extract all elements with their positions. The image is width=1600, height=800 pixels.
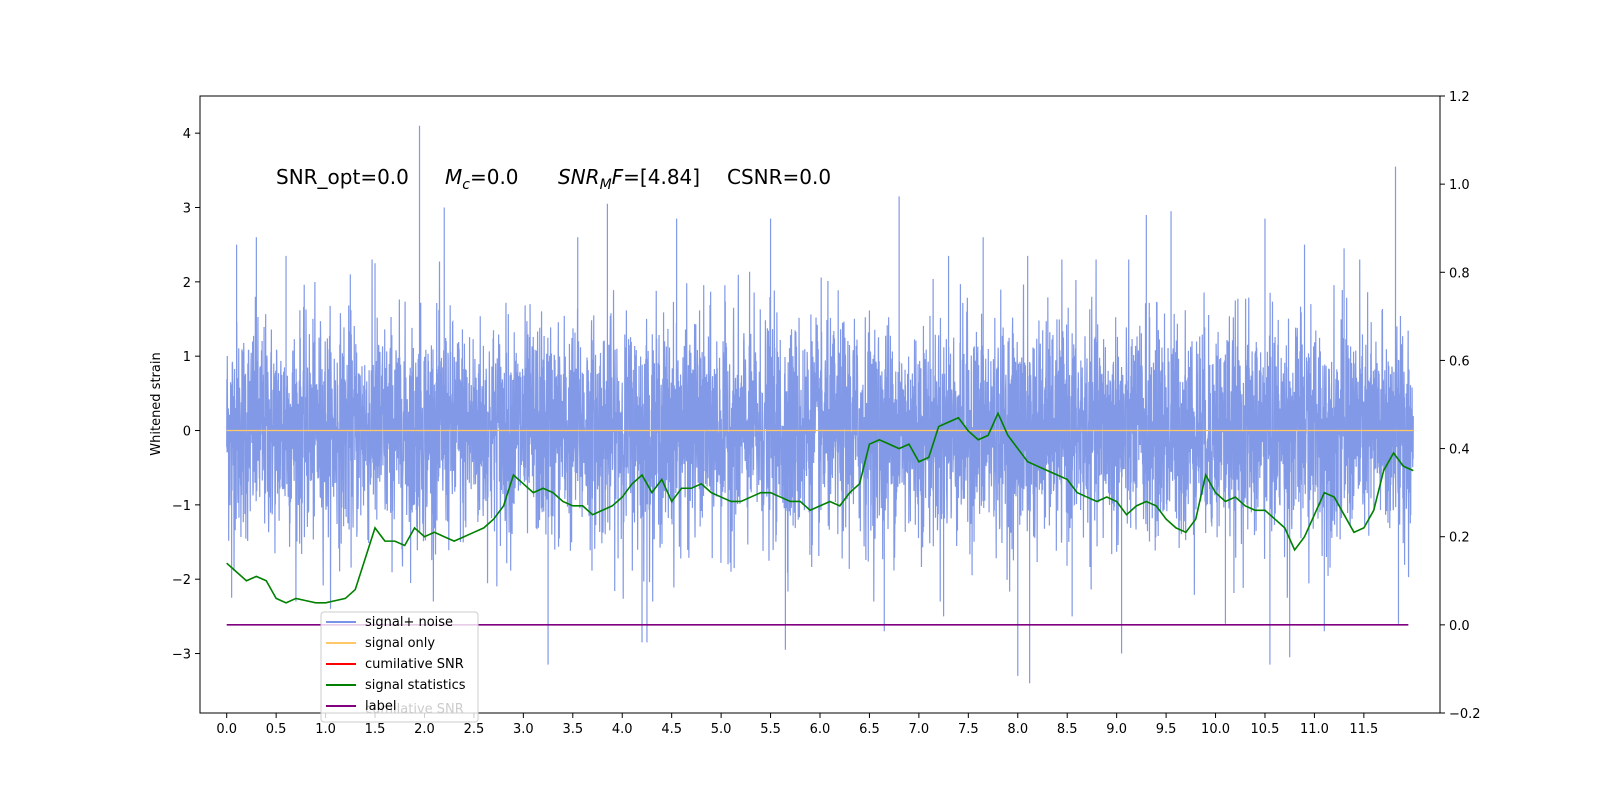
series-layer	[226, 125, 1414, 684]
x-tick-label: 9.5	[1156, 722, 1177, 737]
x-tick-label: 3.0	[513, 722, 534, 737]
legend-label: signal only	[365, 636, 435, 651]
annotation-snr-opt: SNR_opt=0.0	[276, 165, 409, 189]
annotation-snrmf: SNRMF=[4.84]	[558, 165, 700, 193]
y2-tick-label: −0.2	[1449, 707, 1481, 722]
x-tick-label: 8.0	[1007, 722, 1028, 737]
annotation-mc-value: =0.0	[470, 165, 519, 189]
y-tick-label: 2	[183, 276, 191, 291]
x-tick-label: 11.5	[1349, 722, 1378, 737]
annotation-snrmf-symbol: SNR	[558, 165, 600, 189]
series-signal-statistics-line	[226, 411, 1414, 604]
y-tick-label: −3	[172, 648, 191, 663]
x-tick-label: 1.0	[315, 722, 336, 737]
annotation-snrmf-subscript: M	[600, 177, 612, 193]
x-tick-label: 10.5	[1250, 722, 1279, 737]
annotation-row: SNR_opt=0.0 Mc=0.0 SNRMF=[4.84] CSNR=0.0	[276, 165, 831, 193]
x-tick-label: 11.0	[1300, 722, 1329, 737]
y2-tick-label: 1.0	[1449, 178, 1470, 193]
x-tick-label: 2.5	[464, 722, 485, 737]
annotation-mc-symbol: M	[445, 165, 462, 189]
legend-label: cumilative SNR	[365, 657, 464, 672]
legend-underlay-text: cumilative SNR	[365, 702, 464, 717]
x-tick-label: 6.0	[810, 722, 831, 737]
x-tick-label: 7.0	[909, 722, 930, 737]
annotation-mc-subscript: c	[462, 177, 470, 193]
x-tick-label: 10.0	[1201, 722, 1230, 737]
y-axis-label: Whitened strain	[149, 352, 164, 455]
x-tick-label: 5.5	[760, 722, 781, 737]
annotation-snrmf-value: =[4.84]	[623, 165, 700, 189]
series-signal-noise-line	[226, 125, 1414, 684]
x-tick-label: 5.0	[711, 722, 732, 737]
y2-tick-label: 0.6	[1449, 354, 1470, 369]
y-tick-label: −1	[172, 499, 191, 514]
legend: cumilative SNR signal+ noise signal only c…	[320, 611, 479, 723]
x-tick-label: 2.0	[414, 722, 435, 737]
y-tick-label: 4	[183, 127, 191, 142]
annotation-snrmf-symbol2: F	[612, 165, 624, 189]
x-tick-label: 4.0	[612, 722, 633, 737]
x-tick-label: 1.5	[365, 722, 386, 737]
y-tick-label: 3	[183, 202, 191, 217]
x-tick-label: 0.5	[266, 722, 287, 737]
y2-tick-label: 0.8	[1449, 266, 1470, 281]
x-tick-label: 3.5	[562, 722, 583, 737]
x-axis: 0.0 0.5 1.0 1.5 2.0 2.5 3.0 3.5 4.0 4.5 5.0 5.5 6.0 6…	[216, 713, 1378, 737]
y2-tick-label: 1.2	[1449, 90, 1470, 105]
x-tick-label: 8.5	[1057, 722, 1078, 737]
legend-label: signal statistics	[365, 678, 466, 693]
y2-tick-label: 0.4	[1449, 443, 1470, 458]
y-tick-label: −2	[172, 573, 191, 588]
x-tick-label: 4.5	[661, 722, 682, 737]
annotation-csnr: CSNR=0.0	[727, 165, 831, 189]
legend-label: label	[365, 699, 396, 714]
y-tick-label: 1	[183, 350, 191, 365]
x-tick-label: 7.5	[958, 722, 979, 737]
y2-tick-label: 0.0	[1449, 619, 1470, 634]
x-tick-label: 0.0	[216, 722, 237, 737]
y2-tick-label: 0.2	[1449, 531, 1470, 546]
y-tick-label: 0	[183, 425, 191, 440]
x-tick-label: 9.0	[1106, 722, 1127, 737]
legend-box	[320, 611, 479, 723]
annotation-mc: Mc=0.0	[445, 165, 519, 193]
legend-label: signal+ noise	[365, 615, 453, 630]
y-axis-right: −0.2 0.0 0.2 0.4 0.6 0.8 1.0 1.2	[1440, 90, 1481, 722]
x-tick-label: 6.5	[859, 722, 880, 737]
y-axis-left: −3 −2 −1 0 1 2 3 4	[172, 127, 200, 663]
